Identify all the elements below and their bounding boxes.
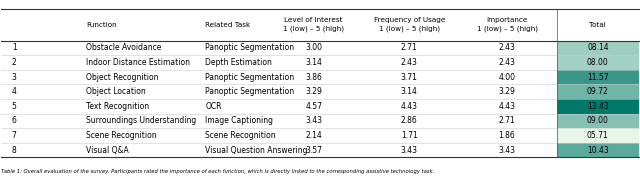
Text: Obstacle Avoidance: Obstacle Avoidance: [86, 43, 161, 52]
Text: 3.14: 3.14: [401, 87, 418, 96]
Bar: [557, 55, 639, 70]
Text: 1: 1: [12, 43, 17, 52]
Text: 08.14: 08.14: [587, 43, 609, 52]
Text: Depth Estimation: Depth Estimation: [205, 58, 272, 67]
Text: 3.14: 3.14: [305, 58, 322, 67]
Text: Importance
1 (low) – 5 (high): Importance 1 (low) – 5 (high): [477, 17, 538, 32]
Text: Panoptic Segmentation: Panoptic Segmentation: [205, 43, 294, 52]
Text: Panoptic Segmentation: Panoptic Segmentation: [205, 87, 294, 96]
Bar: [557, 70, 639, 84]
Text: Function: Function: [86, 21, 116, 27]
Text: 8: 8: [12, 146, 17, 155]
Text: 3.00: 3.00: [305, 43, 322, 52]
Text: 3.43: 3.43: [305, 116, 322, 125]
Text: 2.86: 2.86: [401, 116, 417, 125]
Text: 3.86: 3.86: [305, 73, 322, 82]
Text: Total: Total: [589, 21, 606, 27]
Text: 3.57: 3.57: [305, 146, 322, 155]
Text: 2: 2: [12, 58, 17, 67]
Text: 4.43: 4.43: [499, 102, 516, 111]
Text: 5: 5: [12, 102, 17, 111]
Text: 4.43: 4.43: [401, 102, 418, 111]
Text: 3.29: 3.29: [499, 87, 515, 96]
Text: Scene Recognition: Scene Recognition: [205, 131, 276, 140]
Text: 1.86: 1.86: [499, 131, 515, 140]
Text: Scene Recognition: Scene Recognition: [86, 131, 156, 140]
Text: 2.43: 2.43: [499, 43, 515, 52]
Text: 4.00: 4.00: [499, 73, 516, 82]
Text: Related Task: Related Task: [205, 21, 250, 27]
Bar: [557, 143, 639, 157]
Text: 4.57: 4.57: [305, 102, 322, 111]
Text: 2.71: 2.71: [401, 43, 417, 52]
Text: 1.71: 1.71: [401, 131, 417, 140]
Text: 3: 3: [12, 73, 17, 82]
Text: 09.72: 09.72: [587, 87, 609, 96]
Text: 13.43: 13.43: [587, 102, 609, 111]
Text: Table 1: Overall evaluation of the survey. Participants rated the importance of : Table 1: Overall evaluation of the surve…: [1, 169, 435, 174]
Text: 3.43: 3.43: [401, 146, 418, 155]
Text: 3.29: 3.29: [305, 87, 322, 96]
Text: Surroundings Understanding: Surroundings Understanding: [86, 116, 196, 125]
Text: 2.14: 2.14: [305, 131, 322, 140]
Bar: [557, 84, 639, 99]
Text: Image Captioning: Image Captioning: [205, 116, 273, 125]
Bar: [557, 99, 639, 114]
Text: OCR: OCR: [205, 102, 222, 111]
Text: 3.71: 3.71: [401, 73, 418, 82]
Text: 3.43: 3.43: [499, 146, 516, 155]
Text: 7: 7: [12, 131, 17, 140]
Text: Level of Interest
1 (low) – 5 (high): Level of Interest 1 (low) – 5 (high): [283, 17, 344, 32]
Text: Visual Q&A: Visual Q&A: [86, 146, 129, 155]
Text: Frequency of Usage
1 (low) – 5 (high): Frequency of Usage 1 (low) – 5 (high): [374, 17, 445, 32]
Text: 05.71: 05.71: [587, 131, 609, 140]
Text: 10.43: 10.43: [587, 146, 609, 155]
Text: 09.00: 09.00: [587, 116, 609, 125]
Text: 6: 6: [12, 116, 17, 125]
Text: 2.71: 2.71: [499, 116, 515, 125]
Bar: [557, 128, 639, 143]
Text: 2.43: 2.43: [499, 58, 515, 67]
Text: 11.57: 11.57: [587, 73, 609, 82]
Text: 2.43: 2.43: [401, 58, 418, 67]
Text: Object Location: Object Location: [86, 87, 145, 96]
Text: Object Recognition: Object Recognition: [86, 73, 158, 82]
Text: Visual Question Answering: Visual Question Answering: [205, 146, 308, 155]
Bar: [557, 41, 639, 55]
Text: Indoor Distance Estimation: Indoor Distance Estimation: [86, 58, 190, 67]
Text: Panoptic Segmentation: Panoptic Segmentation: [205, 73, 294, 82]
Text: Text Recognition: Text Recognition: [86, 102, 149, 111]
Bar: [557, 114, 639, 128]
Text: 08.00: 08.00: [587, 58, 609, 67]
Text: 4: 4: [12, 87, 17, 96]
